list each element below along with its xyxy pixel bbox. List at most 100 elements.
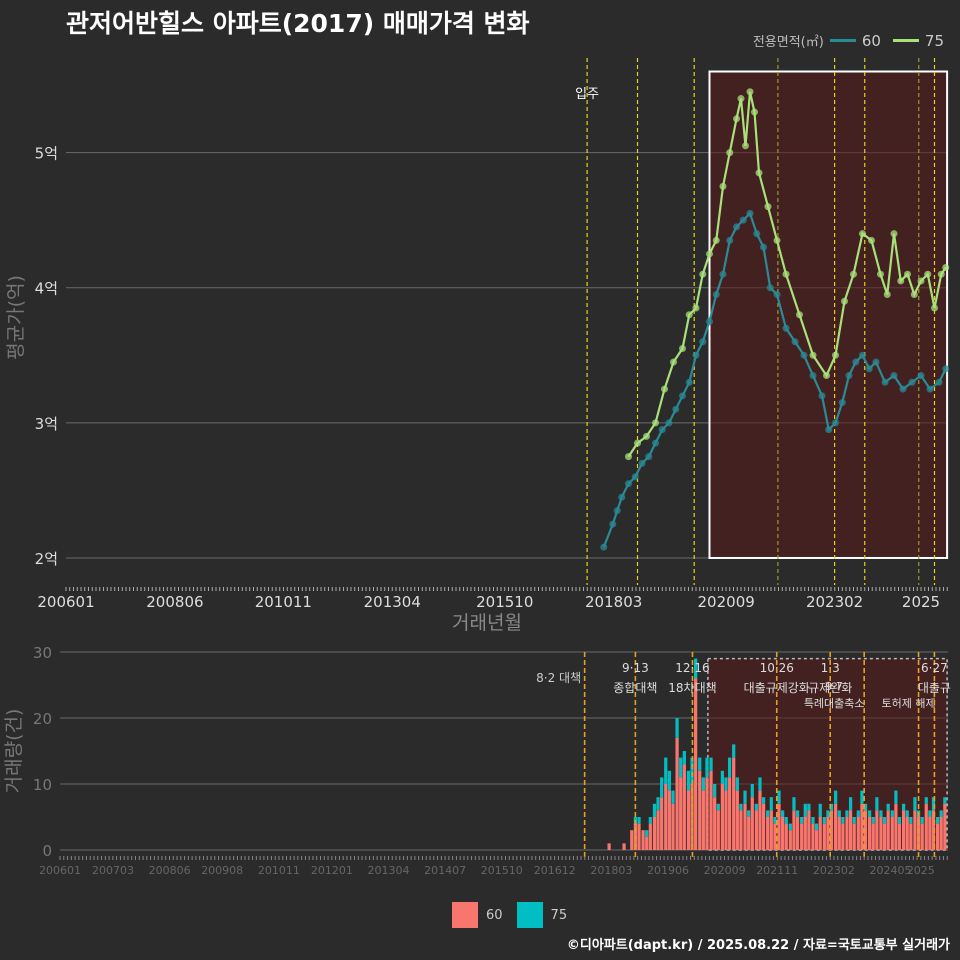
- data-point-75: [942, 263, 950, 271]
- bar-75: [777, 790, 781, 804]
- data-point-60: [699, 338, 707, 346]
- data-point-60: [685, 378, 693, 386]
- bar-60: [818, 817, 822, 850]
- data-point-60: [609, 520, 617, 528]
- data-point-60: [825, 426, 833, 434]
- data-point-60: [631, 473, 639, 481]
- data-point-75: [634, 439, 641, 447]
- data-point-75: [737, 95, 745, 103]
- policy-date: 9·13: [622, 661, 649, 675]
- policy-label: 토허제 해제: [881, 696, 935, 710]
- bar-75: [724, 777, 728, 791]
- bar-60: [882, 823, 887, 850]
- bar-75: [732, 744, 736, 758]
- data-point-75: [643, 432, 650, 440]
- data-point-75: [773, 236, 781, 244]
- bar-60: [660, 797, 664, 850]
- legend-line-75: [892, 39, 919, 42]
- data-point-60: [665, 419, 673, 427]
- bar-75: [871, 817, 875, 824]
- policy-date: 9·7: [825, 680, 843, 693]
- bar-75: [743, 790, 747, 804]
- data-point-60: [753, 230, 761, 238]
- data-point-75: [755, 169, 763, 177]
- bar-x-tick-label: 201906: [647, 864, 689, 877]
- annotation-label: 입주: [575, 87, 599, 102]
- data-point-60: [712, 290, 720, 298]
- bar-75: [766, 810, 770, 817]
- data-point-60: [800, 351, 808, 359]
- bar-60: [652, 817, 657, 850]
- x-tick-label: 201011: [255, 593, 312, 611]
- bar-x-tick-label: 200601: [39, 864, 81, 877]
- bar-60: [716, 810, 720, 850]
- data-point-60: [719, 270, 727, 278]
- data-point-60: [706, 318, 713, 325]
- bar-75: [841, 817, 845, 824]
- data-point-75: [883, 290, 891, 298]
- policy-date: 6·27: [921, 661, 948, 675]
- bar-60: [709, 770, 713, 850]
- legend-line-60: [829, 39, 856, 42]
- legend-swatch-75: [516, 902, 543, 928]
- y-tick-label: 5억: [35, 145, 58, 163]
- bar-x-tick-label: 201407: [424, 864, 466, 877]
- bar-60: [894, 803, 898, 850]
- y-tick-label: 2억: [35, 550, 58, 568]
- policy-label: 특례대출축소: [804, 697, 865, 710]
- x-tick-label: 201304: [364, 593, 421, 611]
- policy-date: 12·16: [675, 661, 709, 675]
- legend-swatch-60: [452, 902, 478, 928]
- data-point-60: [600, 543, 608, 551]
- bar-60: [807, 810, 811, 850]
- policy-date: 8·2 대책: [536, 670, 581, 685]
- bar-x-tick-label: 201803: [590, 864, 632, 877]
- data-point-60: [872, 358, 880, 366]
- bar-75: [886, 803, 890, 811]
- bar-60: [720, 784, 724, 850]
- data-point-75: [733, 115, 740, 123]
- bar-x-tick-label: 200703: [92, 864, 134, 877]
- bar-60: [815, 830, 819, 850]
- bar-60: [939, 817, 943, 850]
- bar-x-tick-label: 202009: [704, 864, 746, 877]
- bar-75: [728, 757, 732, 778]
- bar-x-tick-label: 2025: [907, 864, 935, 877]
- data-point-60: [899, 385, 907, 393]
- data-point-60: [679, 392, 686, 400]
- bar-60: [935, 823, 940, 850]
- y-axis-title: 평균가(억): [5, 275, 27, 360]
- bar-75: [845, 810, 849, 817]
- bar-60: [728, 777, 732, 850]
- data-point-75: [625, 453, 632, 461]
- data-point-60: [733, 223, 740, 231]
- bar-75: [701, 777, 705, 791]
- highlight-box: [708, 70, 949, 559]
- bar-60: [811, 823, 815, 850]
- data-point-75: [726, 149, 734, 157]
- bar-75: [848, 797, 853, 811]
- x-tick-label: 2025: [902, 593, 940, 611]
- data-point-75: [850, 270, 857, 278]
- bar-x-tick-label: 202302: [813, 864, 855, 877]
- bar-75: [788, 823, 792, 831]
- bar-75: [784, 817, 788, 824]
- policy-label: 대출규: [918, 681, 951, 695]
- bar-60: [920, 823, 924, 850]
- data-point-60: [926, 385, 934, 393]
- bar-60: [916, 817, 921, 850]
- bar-y-axis-title: 거래량(건): [3, 709, 25, 794]
- bar-x-tick-label: 200908: [201, 864, 243, 877]
- bar-60: [886, 810, 890, 850]
- data-point-75: [859, 230, 866, 238]
- data-point-60: [832, 419, 839, 427]
- bar-75: [834, 790, 838, 804]
- bar-75: [909, 817, 913, 824]
- bar-60: [924, 803, 928, 850]
- policy-date: 1·3: [821, 661, 840, 675]
- bar-x-tick-label: 202111: [756, 864, 798, 877]
- data-point-60: [618, 493, 626, 501]
- bar-60: [622, 843, 626, 850]
- data-point-75: [823, 372, 830, 380]
- bar-75: [811, 817, 815, 824]
